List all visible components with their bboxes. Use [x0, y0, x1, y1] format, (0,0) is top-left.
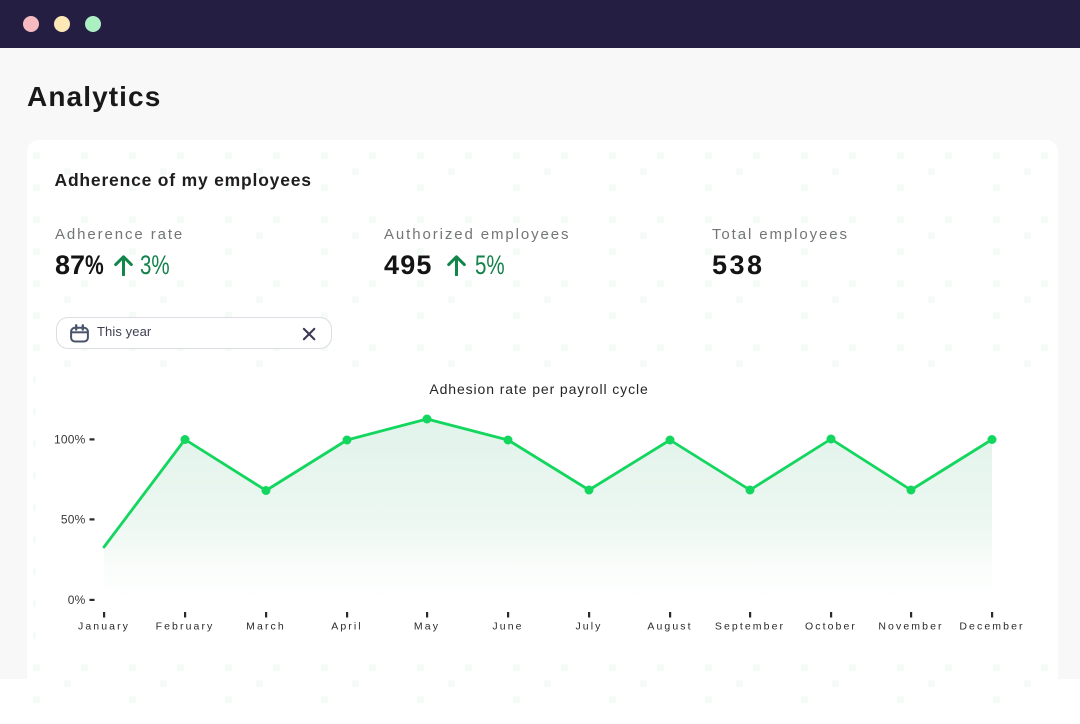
- svg-text:December: December: [959, 621, 1024, 633]
- svg-text:50%: 50%: [61, 513, 86, 527]
- svg-text:March: March: [246, 621, 286, 633]
- svg-text:January: January: [78, 621, 130, 633]
- svg-text:February: February: [156, 621, 215, 633]
- svg-text:May: May: [414, 621, 440, 633]
- svg-text:July: July: [575, 621, 602, 633]
- svg-text:April: April: [331, 621, 363, 633]
- svg-text:100%: 100%: [54, 433, 86, 447]
- svg-text:November: November: [878, 621, 943, 633]
- svg-text:August: August: [647, 621, 692, 633]
- svg-text:Adhesion rate per payroll cycl: Adhesion rate per payroll cycle: [429, 381, 648, 397]
- svg-text:June: June: [492, 621, 523, 633]
- svg-text:September: September: [715, 621, 785, 633]
- svg-text:0%: 0%: [68, 593, 86, 607]
- svg-text:October: October: [805, 621, 857, 633]
